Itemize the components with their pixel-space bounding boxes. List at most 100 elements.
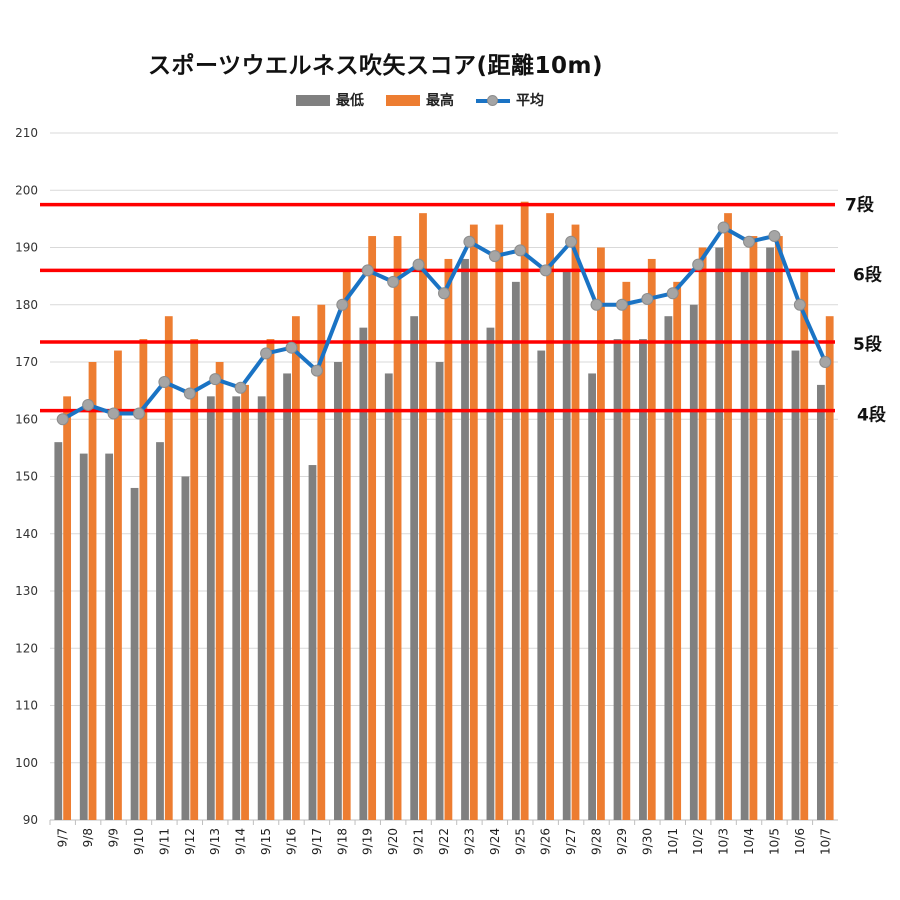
legend: 最低 最高 平均 xyxy=(296,90,544,110)
bar-min xyxy=(791,350,800,820)
y-tick-label: 100 xyxy=(15,756,38,770)
bar-max xyxy=(800,270,809,820)
avg-series-line xyxy=(61,225,828,421)
bar-min xyxy=(308,465,317,820)
avg-point xyxy=(336,298,349,311)
bar-max xyxy=(647,258,656,820)
reference-line-label: 6段 xyxy=(853,264,882,285)
x-tick-label: 9/25 xyxy=(513,828,527,855)
bar-min xyxy=(613,339,622,820)
bar-min xyxy=(334,362,342,820)
bar-min xyxy=(410,316,419,820)
y-tick-label: 190 xyxy=(15,241,38,255)
x-tick-label: 9/13 xyxy=(208,828,222,855)
bar-max xyxy=(164,316,173,820)
avg-point xyxy=(615,298,628,311)
bar-min xyxy=(461,258,469,820)
reference-line-label: 7段 xyxy=(845,195,874,216)
x-tick-label: 9/26 xyxy=(539,828,553,855)
bar-max xyxy=(698,247,707,820)
avg-point xyxy=(488,250,501,263)
y-tick-label: 140 xyxy=(15,527,38,541)
bar-max xyxy=(597,247,605,820)
legend-label-max: 最高 xyxy=(426,93,454,109)
bar-min xyxy=(359,327,368,820)
bar-max xyxy=(114,350,122,820)
y-tick-label: 90 xyxy=(23,813,38,827)
bar-max xyxy=(342,270,351,820)
avg-point xyxy=(361,264,374,277)
bar-min xyxy=(639,339,647,820)
reference-line-label: 4段 xyxy=(857,405,886,426)
avg-point xyxy=(132,407,145,420)
bar-min xyxy=(766,247,774,820)
avg-point xyxy=(819,356,832,368)
legend-swatch-max xyxy=(386,94,420,106)
bar-max xyxy=(520,201,529,820)
x-tick-label: 9/16 xyxy=(284,828,298,855)
avg-point xyxy=(514,244,527,257)
bar-max xyxy=(393,236,402,821)
bar-min xyxy=(54,442,63,820)
avg-point xyxy=(793,298,806,311)
y-tick-label: 170 xyxy=(15,355,38,369)
y-tick-label: 160 xyxy=(15,412,38,426)
bar-max xyxy=(215,362,224,820)
legend-swatch-avg xyxy=(476,94,510,106)
bar-min xyxy=(588,373,597,820)
bar-min xyxy=(511,281,520,821)
bar-max xyxy=(190,339,199,820)
bar-min xyxy=(689,304,698,820)
avg-point xyxy=(387,275,400,288)
x-tick-label: 9/23 xyxy=(462,828,476,855)
avg-point xyxy=(539,264,552,277)
reference-line-label: 5段 xyxy=(853,334,882,355)
avg-point xyxy=(743,235,756,248)
avg-point xyxy=(666,287,679,300)
bar-max xyxy=(291,316,300,820)
avg-point xyxy=(158,376,171,389)
avg-point xyxy=(234,381,247,394)
x-tick-label: 10/5 xyxy=(767,828,781,855)
y-tick-label: 150 xyxy=(15,470,38,484)
bar-min xyxy=(181,476,190,820)
legend-item-max: 最高 xyxy=(386,90,454,110)
legend-item-min: 最低 xyxy=(296,90,364,110)
bar-max xyxy=(266,339,275,820)
bar-min xyxy=(206,396,215,820)
bar-max xyxy=(469,224,478,821)
bar-max xyxy=(495,224,504,821)
bar-max xyxy=(749,236,758,821)
bar-max xyxy=(88,362,97,820)
bar-max xyxy=(368,236,377,821)
bar-min xyxy=(79,453,88,820)
bar-max xyxy=(546,213,554,820)
x-tick-label: 9/9 xyxy=(107,828,121,847)
x-tick-label: 9/14 xyxy=(234,828,248,855)
bar-max xyxy=(774,236,783,821)
y-tick-label: 200 xyxy=(15,183,38,197)
avg-point xyxy=(692,258,705,271)
x-tick-label: 9/28 xyxy=(590,828,604,855)
x-tick-label: 9/7 xyxy=(56,828,70,847)
bar-max xyxy=(622,281,631,821)
x-tick-label: 9/15 xyxy=(259,828,273,855)
avg-point xyxy=(717,221,730,234)
x-tick-label: 9/24 xyxy=(488,828,502,855)
avg-point xyxy=(463,235,476,248)
bar-min xyxy=(715,247,724,820)
bar-min xyxy=(257,396,266,820)
x-tick-label: 9/29 xyxy=(615,828,629,855)
x-tick-label: 9/12 xyxy=(183,828,197,855)
bar-min xyxy=(384,373,393,820)
legend-label-min: 最低 xyxy=(336,93,364,109)
x-tick-label: 9/20 xyxy=(386,828,400,855)
x-tick-label: 10/3 xyxy=(717,828,731,855)
x-tick-label: 10/1 xyxy=(666,828,680,855)
x-tick-label: 10/4 xyxy=(742,828,756,855)
x-tick-label: 9/17 xyxy=(310,828,324,855)
x-tick-label: 9/11 xyxy=(157,828,171,855)
avg-point xyxy=(565,235,578,248)
